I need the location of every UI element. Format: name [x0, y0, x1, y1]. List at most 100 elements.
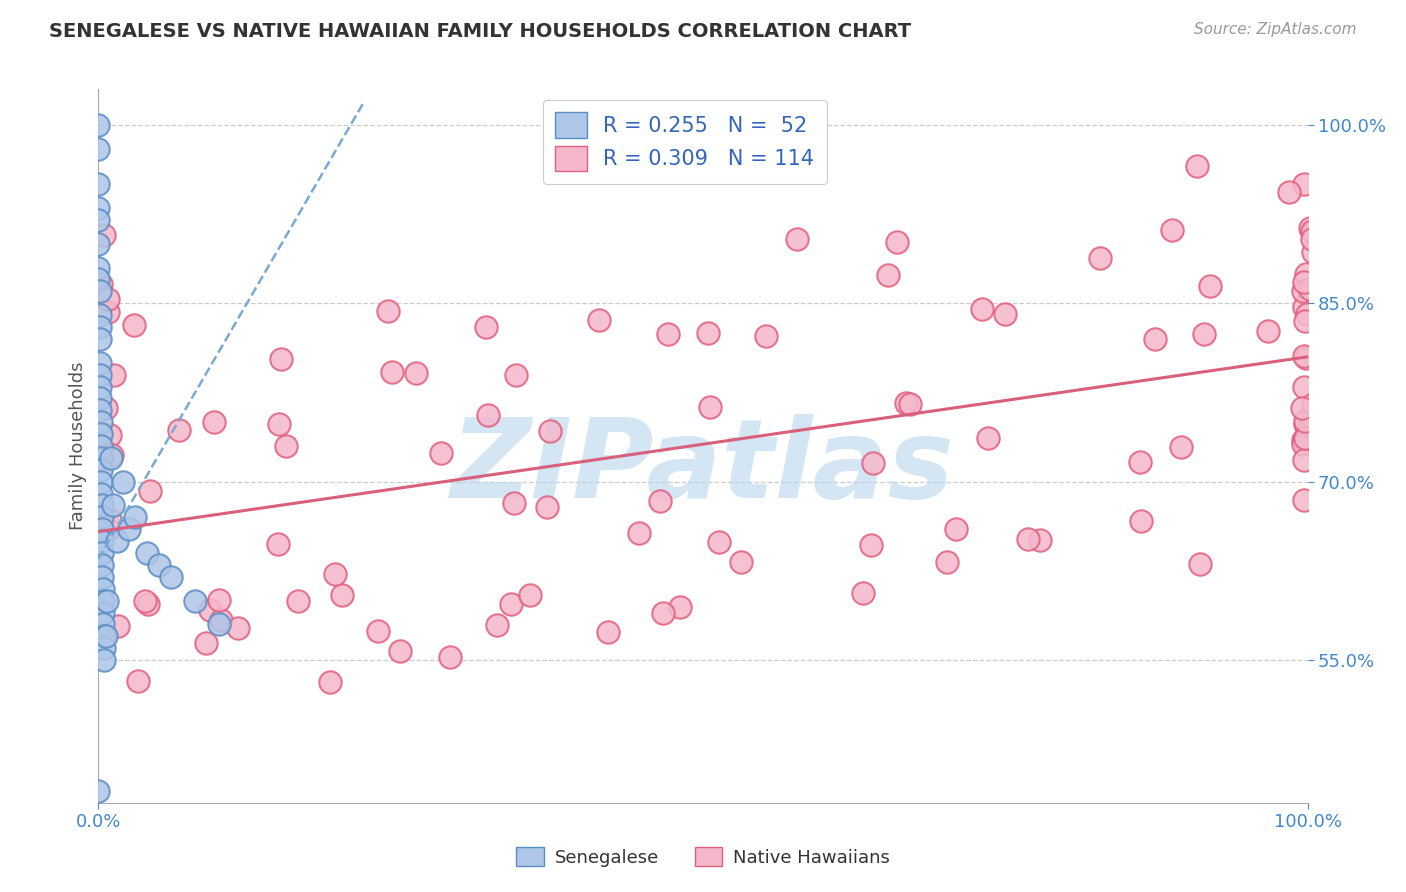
Point	[994, 307, 1017, 321]
Point	[276, 439, 298, 453]
Point	[886, 235, 908, 249]
Point	[1292, 178, 1315, 192]
Point	[1144, 332, 1167, 346]
Point	[538, 424, 561, 438]
Point	[1292, 380, 1315, 394]
Point	[1292, 453, 1315, 467]
Y-axis label: Family Households: Family Households	[69, 362, 87, 530]
Point	[202, 415, 225, 429]
Point	[97, 305, 120, 319]
Point	[90, 486, 112, 500]
Point	[945, 522, 967, 536]
Point	[1301, 409, 1323, 423]
Point	[287, 593, 309, 607]
Point	[89, 332, 111, 346]
Point	[87, 201, 110, 215]
Point	[226, 621, 249, 635]
Point	[167, 423, 190, 437]
Point	[501, 597, 523, 611]
Point	[93, 629, 115, 643]
Point	[91, 606, 114, 620]
Point	[972, 301, 994, 316]
Point	[89, 379, 111, 393]
Point	[107, 619, 129, 633]
Point	[94, 629, 117, 643]
Point	[325, 566, 347, 581]
Point	[87, 272, 110, 286]
Point	[91, 570, 114, 584]
Point	[135, 546, 157, 560]
Point	[367, 624, 389, 638]
Point	[898, 397, 921, 411]
Point	[1170, 440, 1192, 454]
Point	[89, 320, 111, 334]
Point	[1278, 185, 1301, 199]
Point	[93, 641, 115, 656]
Point	[267, 536, 290, 550]
Point	[184, 593, 207, 607]
Point	[332, 588, 354, 602]
Point	[91, 582, 114, 596]
Point	[101, 499, 124, 513]
Point	[669, 600, 692, 615]
Point	[97, 292, 120, 306]
Point	[103, 368, 125, 383]
Point	[1160, 223, 1182, 237]
Point	[90, 415, 112, 429]
Legend: R = 0.255   N =  52, R = 0.309   N = 114: R = 0.255 N = 52, R = 0.309 N = 114	[543, 100, 827, 184]
Point	[657, 327, 679, 342]
Point	[87, 118, 110, 132]
Point	[1292, 433, 1315, 447]
Point	[1188, 557, 1211, 571]
Point	[91, 593, 114, 607]
Point	[936, 556, 959, 570]
Point	[502, 495, 524, 509]
Point	[90, 427, 112, 442]
Point	[475, 320, 498, 334]
Legend: Senegalese, Native Hawaiians: Senegalese, Native Hawaiians	[509, 840, 897, 874]
Point	[90, 450, 112, 465]
Point	[200, 602, 222, 616]
Point	[1295, 267, 1317, 281]
Point	[209, 613, 232, 627]
Point	[134, 594, 156, 608]
Point	[87, 260, 110, 275]
Point	[87, 142, 110, 156]
Point	[709, 535, 731, 549]
Point	[536, 500, 558, 515]
Point	[977, 431, 1000, 445]
Point	[91, 522, 114, 536]
Point	[1292, 275, 1315, 289]
Point	[1301, 232, 1323, 246]
Point	[862, 456, 884, 470]
Point	[876, 268, 898, 283]
Point	[90, 463, 112, 477]
Point	[87, 178, 110, 192]
Point	[93, 228, 115, 243]
Point	[1291, 284, 1313, 298]
Point	[1257, 324, 1279, 338]
Point	[194, 636, 217, 650]
Point	[91, 617, 114, 632]
Point	[89, 403, 111, 417]
Point	[91, 546, 114, 560]
Point	[1302, 225, 1324, 239]
Point	[1296, 307, 1319, 321]
Point	[1292, 300, 1315, 314]
Point	[105, 534, 128, 549]
Point	[90, 475, 112, 489]
Point	[381, 365, 404, 379]
Text: SENEGALESE VS NATIVE HAWAIIAN FAMILY HOUSEHOLDS CORRELATION CHART: SENEGALESE VS NATIVE HAWAIIAN FAMILY HOU…	[49, 22, 911, 41]
Point	[1192, 326, 1215, 341]
Point	[1292, 349, 1315, 363]
Point	[1298, 288, 1320, 302]
Point	[405, 366, 427, 380]
Text: ZIPatlas: ZIPatlas	[451, 414, 955, 521]
Point	[87, 784, 110, 798]
Point	[90, 277, 112, 291]
Point	[786, 232, 808, 246]
Point	[160, 570, 183, 584]
Point	[89, 285, 111, 299]
Point	[208, 617, 231, 632]
Point	[652, 606, 675, 620]
